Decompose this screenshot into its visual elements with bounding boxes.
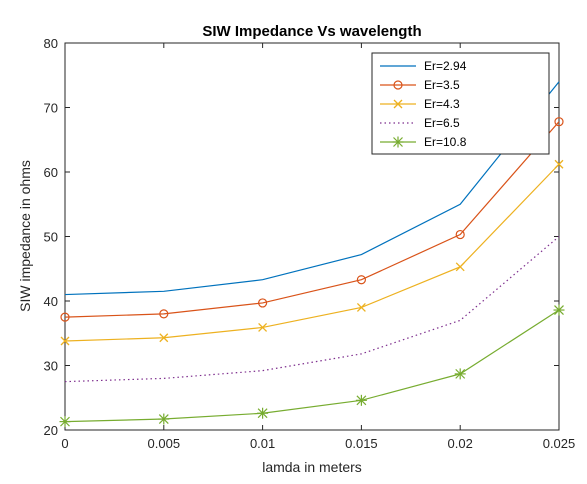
data-point <box>257 407 269 419</box>
legend-label: Er=10.8 <box>424 135 467 149</box>
series-er-10-8 <box>59 304 565 428</box>
y-tick-label: 80 <box>44 36 58 51</box>
legend-label: Er=2.94 <box>424 59 467 73</box>
x-tick-label: 0.015 <box>345 436 378 451</box>
data-point <box>356 302 366 312</box>
x-tick-label: 0.02 <box>448 436 473 451</box>
series-er-4-3 <box>60 159 564 346</box>
x-marker-stroke <box>258 322 268 332</box>
x-marker-stroke <box>60 336 70 346</box>
legend-entry: Er=10.8 <box>380 135 467 149</box>
legend-label: Er=4.3 <box>424 97 460 111</box>
series-line <box>64 236 560 383</box>
data-point <box>554 159 564 169</box>
legend-label: Er=6.5 <box>424 116 460 130</box>
data-point <box>553 304 565 316</box>
x-marker-stroke <box>159 333 169 343</box>
legend: Er=2.94 Er=3.5 Er=4.3 Er=6.5 Er=10.8 <box>371 52 550 155</box>
x-tick-label: 0.01 <box>250 436 275 451</box>
data-point <box>159 333 169 343</box>
data-point <box>60 312 70 322</box>
x-marker-stroke <box>393 99 403 109</box>
series-line <box>64 81 560 296</box>
series-line <box>64 121 560 318</box>
ticks-layer: 0 0.005 0.01 0.015 0.02 0.025 20 30 40 50 60 70 80 <box>44 36 576 451</box>
x-marker-stroke <box>554 159 564 169</box>
data-point <box>59 416 71 428</box>
x-tick-label: 0.025 <box>543 436 576 451</box>
data-point <box>455 262 465 272</box>
series-line <box>64 163 560 342</box>
legend-label: Er=3.5 <box>424 78 460 92</box>
x-marker-stroke <box>356 302 366 312</box>
y-tick-label: 40 <box>44 294 58 309</box>
data-point <box>355 394 367 406</box>
series-er-6-5 <box>64 236 560 383</box>
data-point <box>455 229 465 240</box>
y-tick-label: 20 <box>44 423 58 438</box>
legend-entry: Er=2.94 <box>380 59 467 73</box>
x-tick-label: 0 <box>61 436 68 451</box>
legend-entry: Er=6.5 <box>380 116 460 130</box>
legend-entry: Er=4.3 <box>380 97 460 111</box>
data-point <box>258 322 268 332</box>
y-tick-label: 70 <box>44 101 58 116</box>
legend-entry: Er=3.5 <box>380 78 460 92</box>
legend-marker <box>393 99 403 109</box>
data-point <box>258 298 268 308</box>
data-point <box>356 275 366 285</box>
series-er-3-5 <box>60 117 564 322</box>
data-point <box>158 413 170 425</box>
x-marker-stroke <box>455 262 465 272</box>
series-er-2-94 <box>64 81 560 296</box>
x-tick-label: 0.005 <box>148 436 181 451</box>
y-tick-label: 50 <box>44 230 58 245</box>
y-tick-label: 30 <box>44 359 58 374</box>
x-axis-label: lamda in meters <box>262 459 362 475</box>
data-point <box>554 117 564 127</box>
y-axis-label: SIW impedance in ohms <box>17 160 33 312</box>
y-tick-label: 60 <box>44 165 58 180</box>
data-point <box>60 336 70 346</box>
legend-marker <box>393 80 403 90</box>
chart-title: SIW Impedance Vs wavelength <box>202 23 421 40</box>
series-layer <box>59 81 565 428</box>
data-point <box>454 368 466 380</box>
series-line <box>64 309 560 423</box>
data-point <box>159 309 169 319</box>
legend-marker <box>392 136 404 148</box>
